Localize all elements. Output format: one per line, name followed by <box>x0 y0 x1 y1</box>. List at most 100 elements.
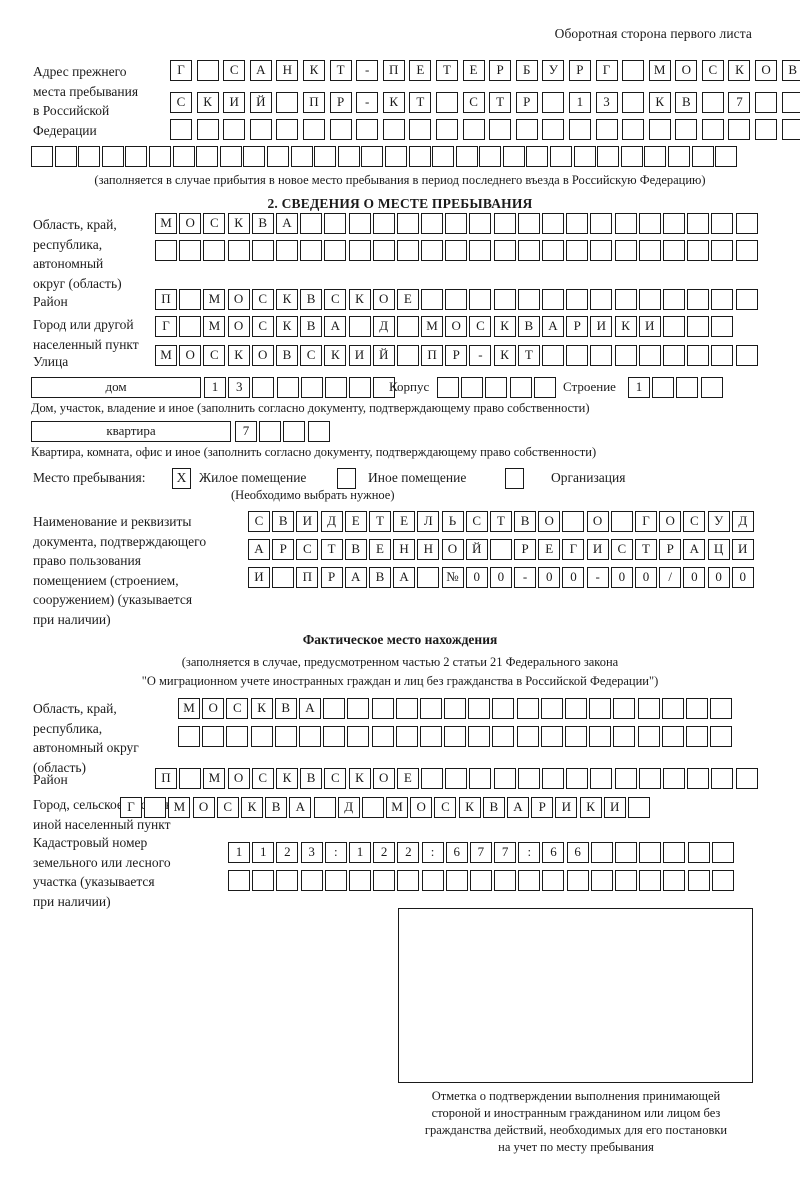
char-cell[interactable] <box>468 698 491 719</box>
char-cell[interactable] <box>259 421 282 442</box>
char-cell[interactable]: - <box>356 60 379 81</box>
char-cell[interactable] <box>494 870 517 891</box>
char-cell[interactable] <box>170 119 192 140</box>
char-cell[interactable]: 7 <box>469 842 492 863</box>
char-cell[interactable] <box>550 146 573 167</box>
char-cell[interactable] <box>687 316 710 337</box>
char-cell[interactable]: С <box>683 511 706 532</box>
char-cell[interactable]: Й <box>372 345 395 366</box>
char-cell[interactable] <box>228 870 250 891</box>
char-cell[interactable] <box>348 870 371 891</box>
actual-region-row-2[interactable] <box>178 726 734 747</box>
char-cell[interactable] <box>687 240 710 261</box>
char-cell[interactable] <box>615 870 637 891</box>
char-cell[interactable]: А <box>344 567 367 588</box>
char-cell[interactable]: 0 <box>538 567 561 588</box>
char-cell[interactable] <box>662 240 685 261</box>
char-cell[interactable]: Б <box>515 60 538 81</box>
char-cell[interactable] <box>685 726 708 747</box>
char-cell[interactable] <box>568 119 591 140</box>
char-cell[interactable]: С <box>251 289 274 310</box>
char-cell[interactable] <box>542 345 564 366</box>
char-cell[interactable] <box>711 213 734 234</box>
char-cell[interactable] <box>614 768 637 789</box>
char-cell[interactable]: Т <box>368 511 391 532</box>
char-cell[interactable]: Р <box>568 60 591 81</box>
char-cell[interactable]: К <box>196 92 219 113</box>
char-cell[interactable] <box>701 119 724 140</box>
char-cell[interactable] <box>31 146 53 167</box>
char-cell[interactable] <box>348 240 371 261</box>
char-cell[interactable] <box>361 797 384 818</box>
char-cell[interactable]: П <box>155 768 177 789</box>
char-cell[interactable] <box>639 842 662 863</box>
char-cell[interactable] <box>489 539 512 560</box>
char-cell[interactable]: И <box>348 345 371 366</box>
char-cell[interactable] <box>314 146 337 167</box>
char-cell[interactable]: Д <box>731 511 754 532</box>
char-cell[interactable] <box>307 421 330 442</box>
char-cell[interactable]: О <box>227 768 250 789</box>
char-cell[interactable]: С <box>469 316 492 337</box>
char-cell[interactable]: К <box>348 768 371 789</box>
char-cell[interactable]: А <box>248 539 270 560</box>
char-cell[interactable]: И <box>296 511 319 532</box>
cadastral-row-2[interactable] <box>228 870 736 891</box>
char-cell[interactable]: С <box>324 289 347 310</box>
char-cell[interactable]: С <box>324 768 347 789</box>
char-cell[interactable]: О <box>192 797 215 818</box>
char-cell[interactable]: К <box>275 289 298 310</box>
char-cell[interactable] <box>148 146 171 167</box>
char-cell[interactable] <box>348 213 371 234</box>
char-cell[interactable] <box>687 870 710 891</box>
char-cell[interactable]: О <box>372 768 395 789</box>
char-cell[interactable]: Р <box>489 60 512 81</box>
char-cell[interactable]: Н <box>393 539 416 560</box>
char-cell[interactable] <box>421 870 444 891</box>
char-cell[interactable]: 3 <box>228 377 251 398</box>
char-cell[interactable]: К <box>324 345 347 366</box>
char-cell[interactable] <box>469 870 492 891</box>
char-cell[interactable] <box>445 870 468 891</box>
char-cell[interactable] <box>687 768 710 789</box>
char-cell[interactable]: К <box>579 797 602 818</box>
char-cell[interactable]: Р <box>514 539 537 560</box>
char-cell[interactable] <box>444 726 467 747</box>
char-cell[interactable] <box>276 377 299 398</box>
char-cell[interactable] <box>735 240 758 261</box>
char-cell[interactable]: С <box>170 92 192 113</box>
char-cell[interactable] <box>445 240 468 261</box>
char-cell[interactable] <box>445 289 468 310</box>
char-cell[interactable] <box>371 698 394 719</box>
char-cell[interactable] <box>590 240 613 261</box>
char-cell[interactable]: А <box>298 698 321 719</box>
char-cell[interactable]: И <box>223 92 246 113</box>
char-cell[interactable] <box>444 698 467 719</box>
char-cell[interactable]: М <box>178 698 200 719</box>
char-cell[interactable]: Т <box>409 92 432 113</box>
char-cell[interactable] <box>445 213 468 234</box>
char-cell[interactable] <box>565 698 587 719</box>
char-cell[interactable]: 0 <box>465 567 488 588</box>
char-cell[interactable]: 1 <box>228 842 250 863</box>
char-cell[interactable]: 2 <box>373 842 396 863</box>
char-cell[interactable]: 6 <box>445 842 468 863</box>
char-cell[interactable] <box>419 698 442 719</box>
char-cell[interactable] <box>179 240 202 261</box>
checkbox-other-premises[interactable] <box>337 468 356 489</box>
char-cell[interactable]: : <box>518 842 541 863</box>
char-cell[interactable] <box>196 146 219 167</box>
char-cell[interactable] <box>421 240 444 261</box>
char-cell[interactable] <box>409 119 432 140</box>
char-cell[interactable]: 7 <box>235 421 257 442</box>
char-cell[interactable] <box>493 289 516 310</box>
char-cell[interactable] <box>526 146 549 167</box>
char-cell[interactable] <box>468 726 491 747</box>
char-cell[interactable] <box>251 240 274 261</box>
char-cell[interactable] <box>735 289 758 310</box>
char-cell[interactable] <box>252 870 275 891</box>
